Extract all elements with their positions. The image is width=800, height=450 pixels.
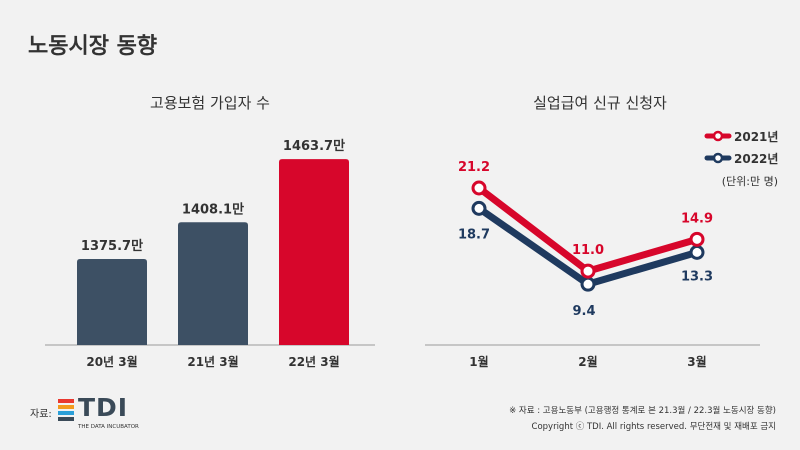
legend-label-2021년: 2021년	[734, 130, 778, 144]
data-label-2021년-2: 14.9	[681, 211, 713, 226]
legend-marker-2022년	[712, 152, 724, 164]
series-point-2021년-0	[471, 180, 487, 196]
copyright-note: Copyright ⓒ TDI. All rights reserved. 무단…	[531, 422, 776, 432]
line-category-label-1: 2월	[578, 354, 597, 369]
data-label-2021년-0: 21.2	[458, 160, 490, 175]
legend-label-2022년: 2022년	[734, 152, 778, 166]
data-label-2022년-0: 18.7	[458, 227, 490, 242]
bar-category-label-2: 22년 3월	[288, 354, 339, 369]
bar-1	[178, 222, 248, 345]
page-title: 노동시장 동향	[28, 34, 158, 59]
bar-chart-title: 고용보험 가입자 수	[150, 94, 270, 112]
source-note: ※ 자료 : 고용노동부 (고용행정 통계로 본 21.3월 / 22.3월 노…	[509, 406, 776, 416]
bar-value-label-0: 1375.7만	[81, 238, 143, 254]
bar-category-label-1: 21년 3월	[187, 354, 238, 369]
unit-note: (단위:만 명)	[722, 175, 778, 188]
logo-label: 자료:	[30, 409, 52, 420]
series-point-2022년-1	[580, 276, 596, 292]
logo-subtitle: THE DATA INCUBATOR	[78, 424, 139, 430]
series-point-2022년-0	[471, 200, 487, 216]
bar-value-label-2: 1463.7만	[283, 138, 345, 154]
series-point-2022년-2	[689, 244, 705, 260]
bar-value-label-1: 1408.1만	[182, 201, 244, 217]
tdi-logo: TDI THE DATA INCUBATOR	[58, 393, 158, 436]
series-point-2021년-2	[689, 231, 705, 247]
bar-0	[77, 259, 147, 345]
logo-text: TDI	[78, 393, 129, 422]
data-label-2022년-2: 13.3	[681, 269, 713, 284]
legend-marker-2021년	[712, 130, 724, 142]
bar-2	[279, 159, 349, 345]
line-chart-title: 실업급여 신규 신청자	[533, 94, 667, 112]
line-category-label-0: 1월	[469, 354, 488, 369]
bar-category-label-0: 20년 3월	[86, 354, 137, 369]
series-point-2021년-1	[580, 263, 596, 279]
line-category-label-2: 3월	[687, 354, 706, 369]
data-label-2021년-1: 11.0	[572, 243, 604, 258]
data-label-2022년-1: 9.4	[572, 304, 595, 319]
